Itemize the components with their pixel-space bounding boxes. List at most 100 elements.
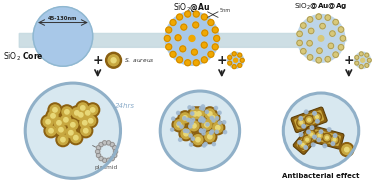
Circle shape [330,31,335,36]
Circle shape [65,110,69,114]
Circle shape [365,63,369,67]
Circle shape [105,52,121,68]
Circle shape [179,127,193,141]
Circle shape [213,123,223,133]
Circle shape [201,120,205,123]
Circle shape [85,111,90,115]
Circle shape [298,120,304,126]
Circle shape [197,112,201,116]
Circle shape [200,129,203,133]
Circle shape [51,114,55,118]
Circle shape [64,126,78,140]
Circle shape [164,35,170,41]
Circle shape [166,44,172,50]
Circle shape [82,121,87,125]
Circle shape [53,108,57,112]
Circle shape [96,153,101,158]
Circle shape [308,118,310,121]
Circle shape [201,107,205,110]
Circle shape [62,107,72,117]
Circle shape [298,140,307,149]
Circle shape [25,83,121,178]
Circle shape [359,52,363,56]
Circle shape [212,143,215,146]
Circle shape [180,46,186,52]
Circle shape [307,17,313,22]
Circle shape [41,115,55,129]
Circle shape [183,116,187,120]
Circle shape [189,35,195,41]
Circle shape [340,143,354,157]
Circle shape [297,40,302,46]
Circle shape [81,126,91,136]
Circle shape [215,126,220,130]
Circle shape [172,117,175,120]
Circle shape [178,138,182,141]
Circle shape [60,105,74,119]
Circle shape [81,106,95,120]
Circle shape [76,101,90,115]
Circle shape [333,134,337,137]
Circle shape [202,120,212,130]
Circle shape [299,117,302,120]
Circle shape [203,130,217,144]
Circle shape [345,147,349,152]
Circle shape [314,114,320,120]
Circle shape [177,122,180,125]
Circle shape [107,158,111,162]
Circle shape [69,130,73,135]
Circle shape [283,93,359,168]
Circle shape [328,43,334,49]
Circle shape [212,27,218,33]
Circle shape [319,130,323,133]
Text: plasmid: plasmid [95,165,118,171]
Circle shape [367,58,371,62]
Circle shape [201,105,204,108]
Circle shape [298,141,301,144]
FancyBboxPatch shape [294,110,324,130]
Circle shape [58,135,68,145]
Circle shape [318,36,324,41]
Circle shape [223,130,227,134]
Circle shape [316,14,322,19]
Circle shape [301,143,304,146]
Circle shape [305,115,314,124]
Circle shape [359,65,363,69]
Circle shape [306,138,308,141]
Circle shape [317,48,322,54]
Circle shape [202,30,208,36]
Circle shape [199,119,202,122]
Circle shape [113,146,117,150]
Circle shape [177,111,180,114]
Circle shape [327,128,331,131]
Circle shape [206,111,220,125]
Circle shape [218,111,221,114]
Circle shape [72,108,82,118]
Circle shape [317,138,321,142]
Circle shape [307,40,312,46]
Circle shape [102,158,107,162]
Circle shape [193,60,199,66]
Circle shape [113,153,117,158]
Circle shape [111,58,116,63]
Circle shape [209,131,213,134]
Circle shape [205,109,215,119]
Circle shape [88,119,93,123]
Circle shape [202,118,205,121]
Circle shape [192,107,206,121]
Circle shape [74,136,78,140]
Circle shape [180,125,183,128]
Circle shape [102,141,107,145]
Circle shape [79,124,93,138]
Circle shape [177,14,183,20]
Text: +: + [92,54,103,67]
Circle shape [333,19,338,25]
Circle shape [211,130,214,133]
Circle shape [84,114,98,128]
Circle shape [46,126,56,136]
Circle shape [205,110,208,113]
Circle shape [61,115,71,125]
Circle shape [71,123,75,127]
Circle shape [68,120,78,130]
Circle shape [191,106,194,110]
